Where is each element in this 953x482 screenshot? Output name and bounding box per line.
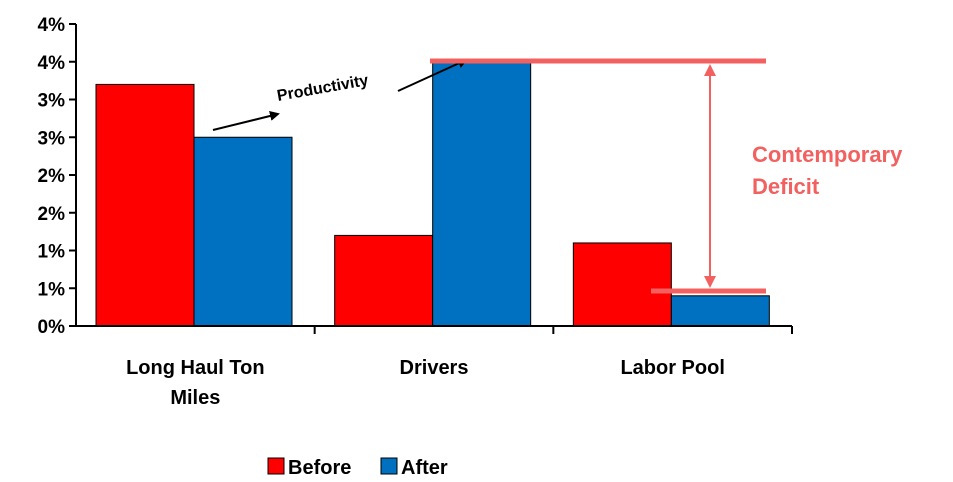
legend-swatch-before bbox=[268, 458, 284, 474]
y-tick-label: 2% bbox=[38, 204, 66, 225]
x-category-label: Labor Pool bbox=[620, 357, 724, 379]
y-tick-label: 4% bbox=[38, 15, 66, 36]
y-tick-label: 0% bbox=[38, 317, 66, 338]
bar-before-0 bbox=[96, 84, 194, 326]
y-tick-label: 4% bbox=[38, 53, 66, 74]
deficit-label-line1: Contemporary bbox=[752, 142, 903, 167]
productivity-arrow-1 bbox=[213, 114, 278, 130]
legend: Before After bbox=[268, 457, 448, 479]
productivity-label: Productivity bbox=[276, 72, 370, 105]
y-tick-label: 3% bbox=[38, 91, 66, 112]
bar-after-0 bbox=[194, 137, 292, 326]
x-category-label: Drivers bbox=[400, 357, 469, 379]
y-tick-label: 3% bbox=[38, 128, 66, 149]
legend-swatch-after bbox=[381, 458, 397, 474]
x-axis-categories: Long Haul Ton Miles Drivers Labor Pool bbox=[126, 326, 792, 409]
bar-before-2 bbox=[573, 243, 671, 326]
bar-before-1 bbox=[335, 235, 433, 326]
legend-label-before: Before bbox=[288, 457, 351, 479]
legend-label-after: After bbox=[401, 457, 448, 479]
bars-layer bbox=[96, 62, 769, 326]
x-category-label: Long Haul Ton bbox=[126, 357, 265, 379]
y-tick-label: 2% bbox=[38, 166, 66, 187]
bar-after-2 bbox=[671, 296, 769, 326]
y-tick-label: 1% bbox=[38, 279, 66, 300]
y-tick-label: 1% bbox=[38, 242, 66, 263]
bar-after-1 bbox=[433, 62, 531, 326]
y-axis-ticks: 0% 1% 1% 2% 2% 3% 3% 4% 4% bbox=[38, 15, 76, 338]
deficit-label-line2: Deficit bbox=[752, 174, 820, 199]
x-category-label: Miles bbox=[170, 387, 220, 409]
